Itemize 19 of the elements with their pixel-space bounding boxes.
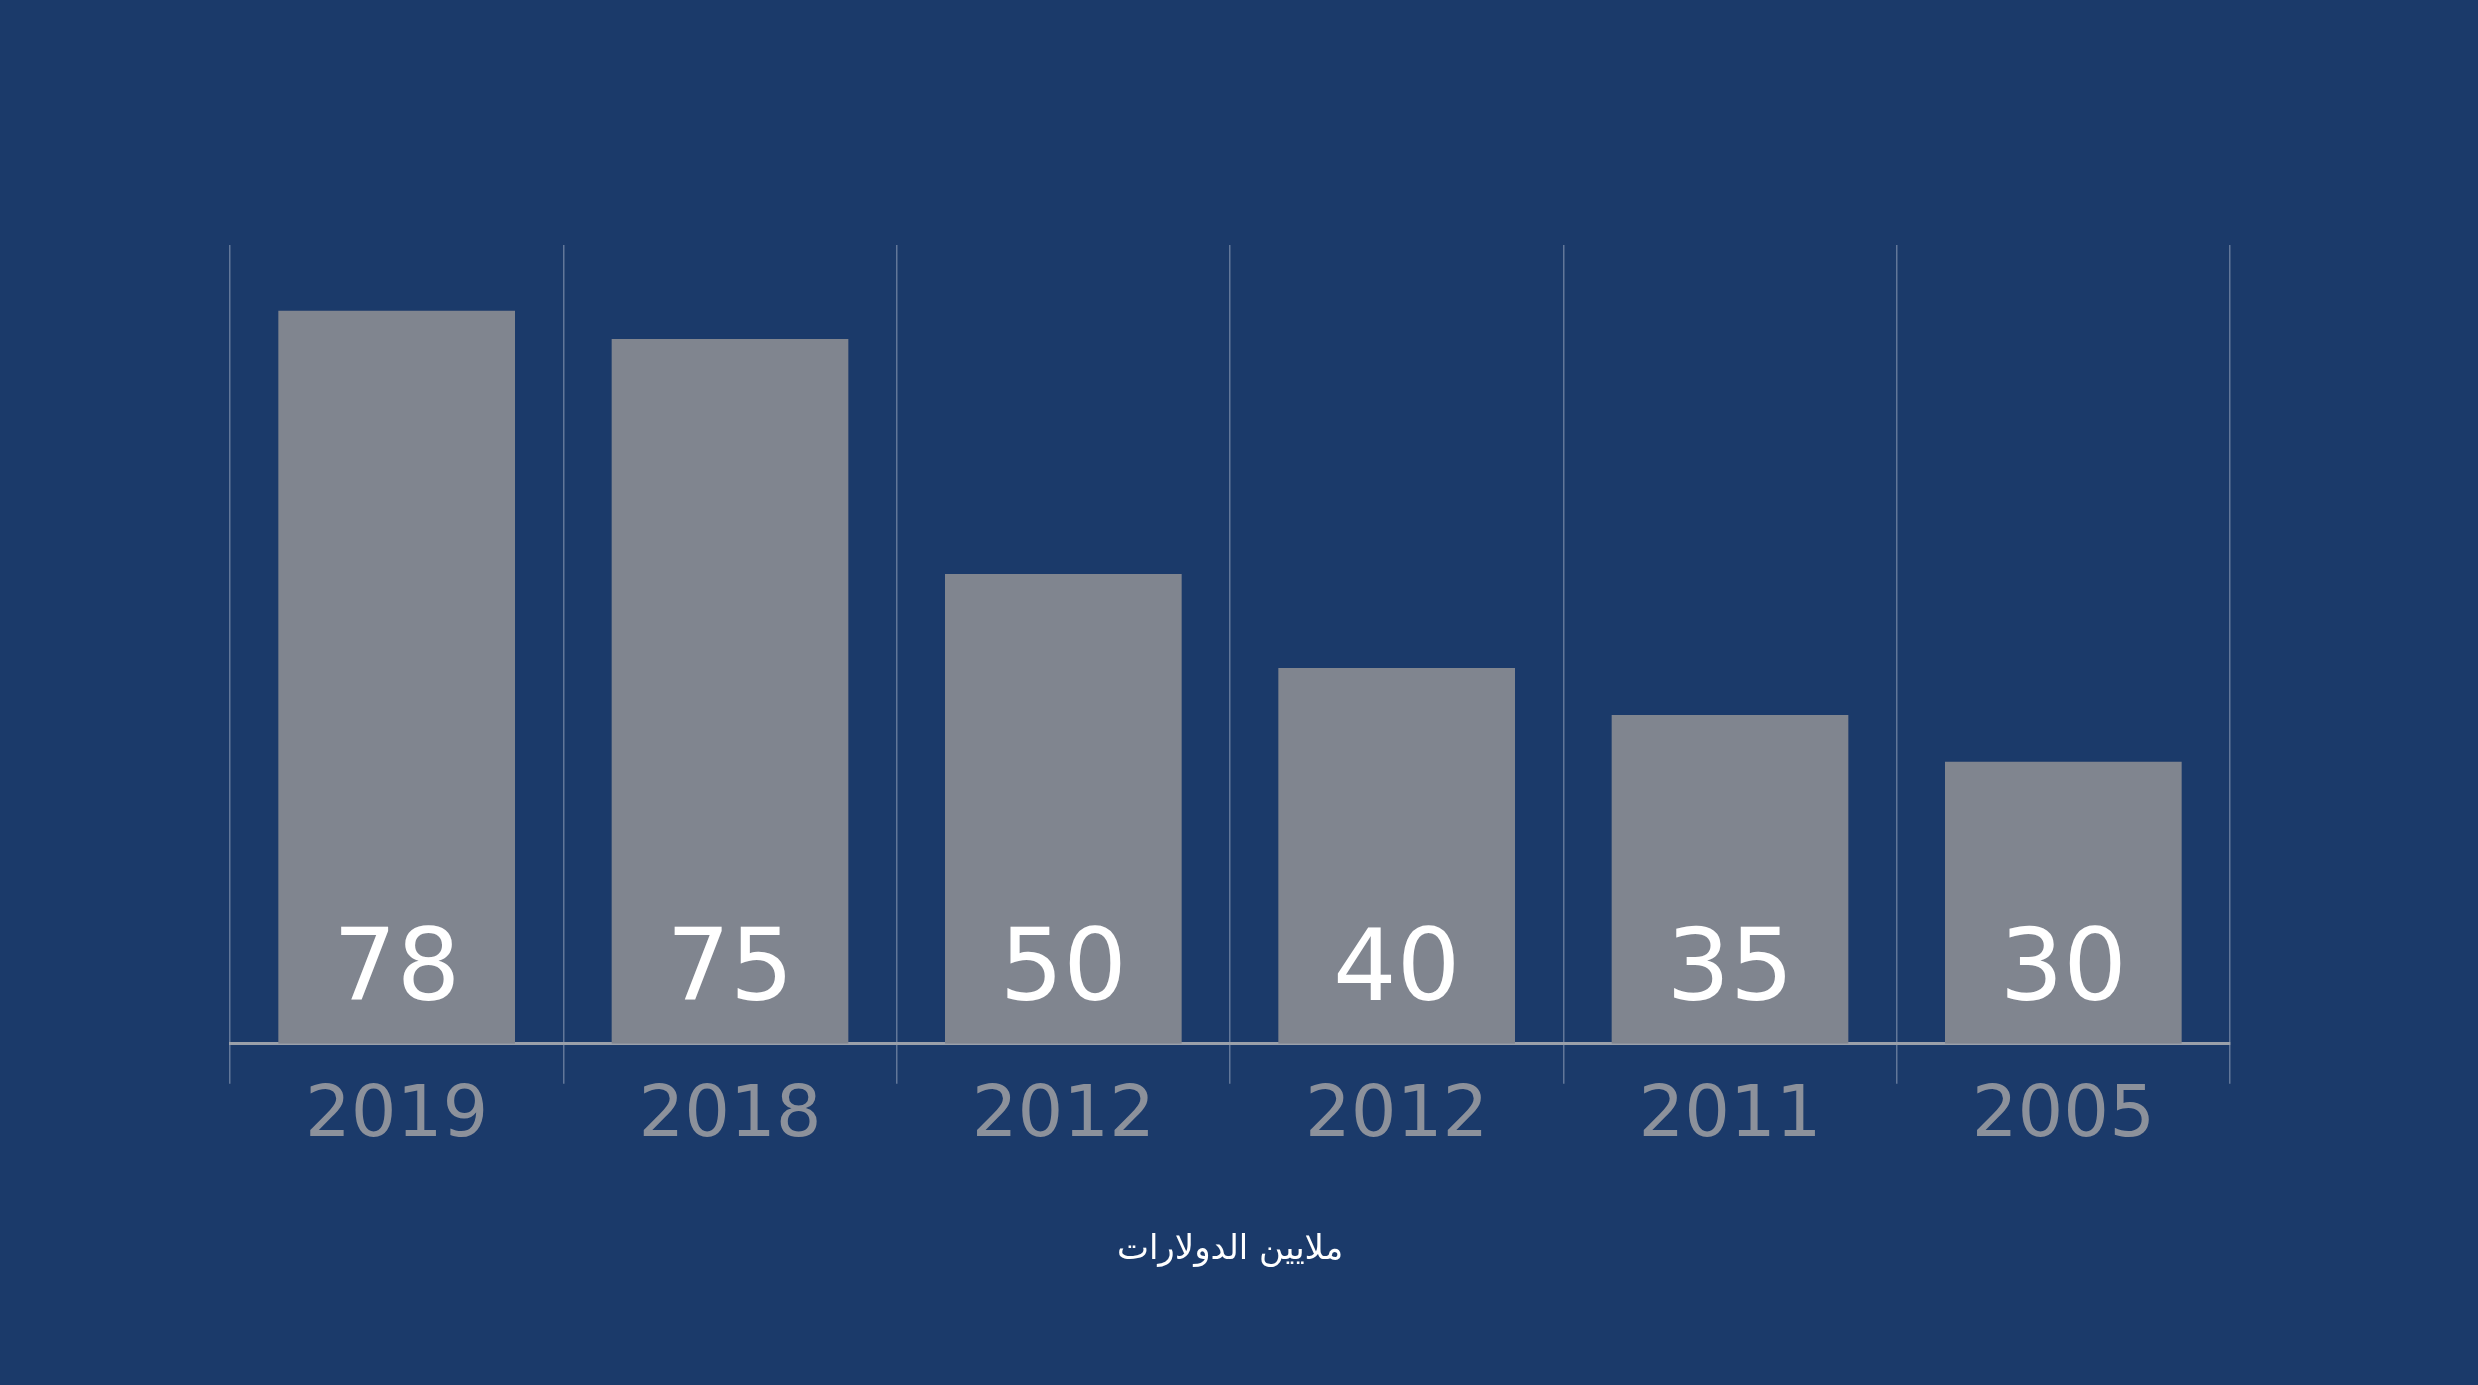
- x-tick-label: 2012: [971, 1068, 1155, 1153]
- x-tick-label: 2019: [305, 1068, 489, 1153]
- data-label: 40: [1333, 906, 1461, 1024]
- data-label: 50: [999, 906, 1127, 1024]
- bar: [1611, 714, 1849, 1044]
- x-axis-title: ملايين الدولارات: [1116, 1227, 1344, 1269]
- bar: [611, 338, 849, 1044]
- x-tick-label: 2005: [1971, 1068, 2155, 1153]
- bar: [278, 310, 515, 1044]
- data-label: 30: [1999, 906, 2127, 1024]
- x-tick-label: 2018: [638, 1068, 822, 1153]
- bar: [945, 573, 1182, 1044]
- bar: [1278, 667, 1515, 1044]
- data-label: 75: [666, 906, 794, 1024]
- bar: [1945, 761, 2182, 1044]
- x-tick-label: 2011: [1638, 1068, 1822, 1153]
- data-label: 78: [333, 906, 461, 1024]
- data-label: 35: [1666, 906, 1794, 1024]
- x-tick-label: 2012: [1305, 1068, 1489, 1153]
